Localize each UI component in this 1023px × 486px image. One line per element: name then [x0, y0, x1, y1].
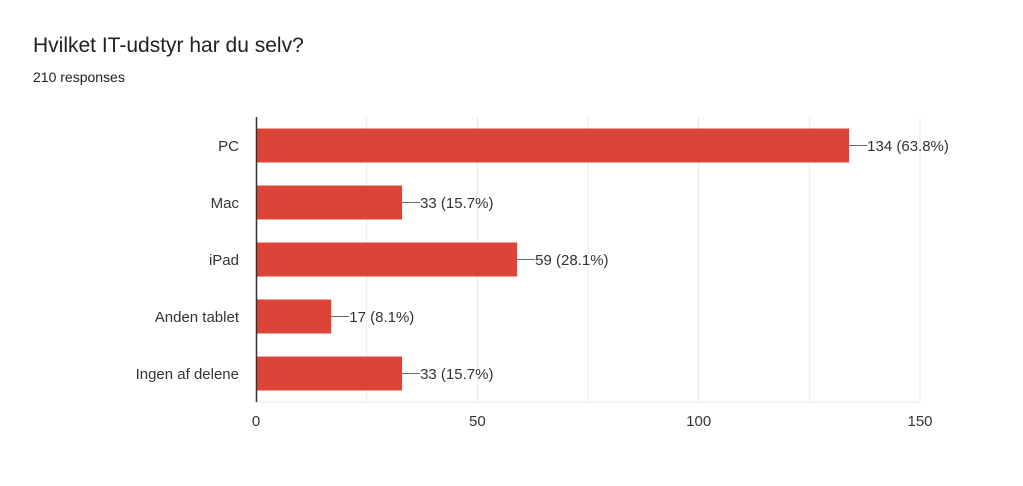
category-label: Mac: [211, 195, 240, 212]
data-label: 17 (8.1%): [349, 309, 414, 326]
bar-0[interactable]: [256, 128, 850, 163]
labels: PC 134 (63.8%) Mac 33 (15.7%) iPad 59 (28.1%)…: [136, 138, 949, 383]
category-label: Ingen af delene: [136, 366, 239, 383]
category-label: Anden tablet: [155, 309, 240, 326]
x-tick-label: 0: [252, 413, 260, 430]
category-label: iPad: [209, 252, 239, 269]
bar-1[interactable]: [256, 185, 403, 220]
bar-4[interactable]: [256, 356, 403, 391]
axes: 0 50 100 150: [252, 117, 933, 430]
x-tick-label: 100: [686, 413, 711, 430]
grid-lines: [255, 117, 921, 403]
x-tick-label: 50: [469, 413, 486, 430]
data-label: 59 (28.1%): [535, 252, 608, 269]
data-label: 33 (15.7%): [420, 366, 493, 383]
data-label: 134 (63.8%): [867, 138, 949, 155]
bars: [256, 128, 850, 391]
category-label: PC: [218, 138, 239, 155]
data-label: 33 (15.7%): [420, 195, 493, 212]
x-tick-label: 150: [907, 413, 932, 430]
response-count: 210 responses: [33, 69, 125, 85]
bar-2[interactable]: [256, 242, 518, 277]
question-title: Hvilket IT-udstyr har du selv?: [33, 34, 304, 57]
bar-3[interactable]: [256, 299, 332, 334]
